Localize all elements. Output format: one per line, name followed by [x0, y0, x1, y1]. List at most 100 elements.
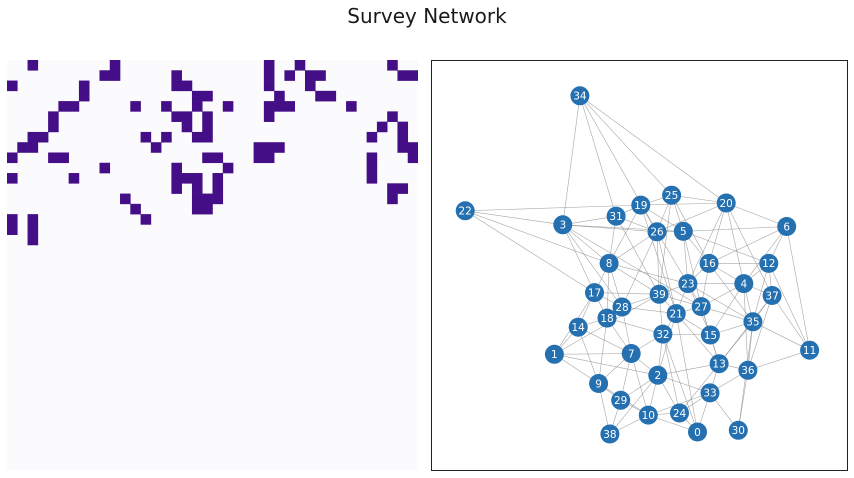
network-edge: [675, 313, 720, 364]
network-edge: [747, 295, 773, 371]
network-edge: [657, 363, 720, 376]
node-label: 8: [606, 258, 613, 270]
matrix-cell: [7, 214, 18, 225]
matrix-cell: [202, 193, 213, 205]
network-node: 23: [678, 274, 698, 294]
matrix-cell: [253, 142, 265, 153]
node-label: 28: [615, 302, 628, 314]
matrix-cell: [171, 80, 182, 92]
matrix-cell: [99, 70, 111, 81]
network-node: 18: [597, 308, 617, 328]
matrix-cell: [397, 183, 409, 194]
node-circle: [611, 390, 631, 410]
matrix-cell: [27, 131, 39, 143]
node-circle: [585, 283, 604, 303]
network-edge: [687, 283, 754, 323]
node-label: 4: [740, 278, 747, 290]
node-circle: [647, 222, 667, 242]
network-edge: [656, 231, 689, 284]
node-circle: [606, 206, 626, 226]
network-edge: [577, 327, 599, 384]
network-edge: [640, 202, 727, 206]
matrix-cell: [161, 101, 172, 112]
node-label: 19: [634, 200, 647, 212]
matrix-cell: [202, 152, 213, 164]
matrix-cell: [130, 203, 141, 215]
matrix-cell: [263, 111, 275, 122]
matrix-cell: [181, 80, 193, 92]
matrix-cell: [78, 90, 90, 102]
network-node: 28: [612, 297, 632, 317]
node-label: 36: [741, 365, 755, 377]
matrix-cell: [109, 70, 121, 81]
matrix-cell: [68, 173, 80, 184]
matrix-cell: [202, 90, 213, 102]
matrix-cell: [397, 131, 409, 143]
network-edge: [725, 202, 745, 284]
node-circle: [734, 274, 754, 294]
network-node: 35: [743, 312, 763, 332]
matrix-cell: [27, 224, 39, 235]
matrix-cell: [191, 193, 203, 205]
matrix-cell: [407, 70, 418, 81]
network-edge: [598, 318, 608, 384]
network-edge: [675, 313, 698, 433]
network-node: 17: [585, 283, 604, 303]
network-edge: [562, 95, 581, 225]
node-label: 18: [600, 313, 613, 325]
network-node: 20: [716, 193, 736, 213]
matrix-cell: [387, 60, 398, 71]
node-circle: [568, 317, 588, 337]
node-circle: [777, 217, 797, 236]
network-node: 10: [638, 405, 658, 425]
matrix-cell: [171, 183, 182, 194]
matrix-cell: [140, 214, 152, 225]
matrix-cell: [48, 121, 59, 133]
matrix-cell: [191, 101, 203, 112]
network-edge: [656, 202, 727, 233]
node-circle: [666, 304, 686, 324]
network-edge: [562, 224, 658, 233]
node-label: 6: [783, 221, 790, 233]
matrix-cell: [346, 101, 357, 112]
matrix-cell: [366, 162, 378, 174]
node-label: 5: [680, 226, 687, 238]
node-circle: [455, 201, 475, 221]
network-node: 6: [777, 217, 797, 236]
matrix-cell: [58, 152, 69, 164]
network-edge: [683, 226, 787, 232]
matrix-cell: [284, 101, 296, 112]
network-edge: [786, 226, 810, 351]
matrix-cell: [171, 111, 182, 122]
node-label: 21: [670, 308, 683, 320]
matrix-cell: [304, 70, 316, 81]
node-label: 1: [551, 349, 558, 361]
matrix-cell: [99, 162, 111, 174]
node-label: 32: [656, 329, 669, 341]
network-node: 39: [649, 284, 669, 304]
matrix-cell: [304, 80, 316, 92]
network-edge: [609, 263, 688, 284]
network-edge: [683, 231, 769, 264]
node-label: 14: [572, 322, 586, 334]
network-node: 26: [647, 222, 667, 242]
matrix-cell: [161, 131, 172, 143]
matrix-cell: [68, 101, 80, 112]
network-edge: [465, 210, 595, 293]
network-node: 36: [738, 360, 758, 380]
network-edge: [710, 283, 745, 336]
matrix-cell: [366, 152, 378, 164]
node-circle: [673, 221, 693, 241]
network-edge: [657, 313, 677, 376]
node-circle: [597, 308, 617, 328]
node-label: 30: [732, 425, 745, 437]
network-node: 21: [666, 304, 686, 324]
network-node: 24: [670, 403, 689, 423]
matrix-cell: [7, 224, 18, 235]
network-edge: [621, 231, 658, 308]
matrix-cell: [171, 173, 182, 184]
network-edge: [562, 224, 702, 307]
network-node: 4: [734, 274, 754, 294]
matrix-cell: [397, 121, 409, 133]
node-circle: [728, 420, 748, 440]
